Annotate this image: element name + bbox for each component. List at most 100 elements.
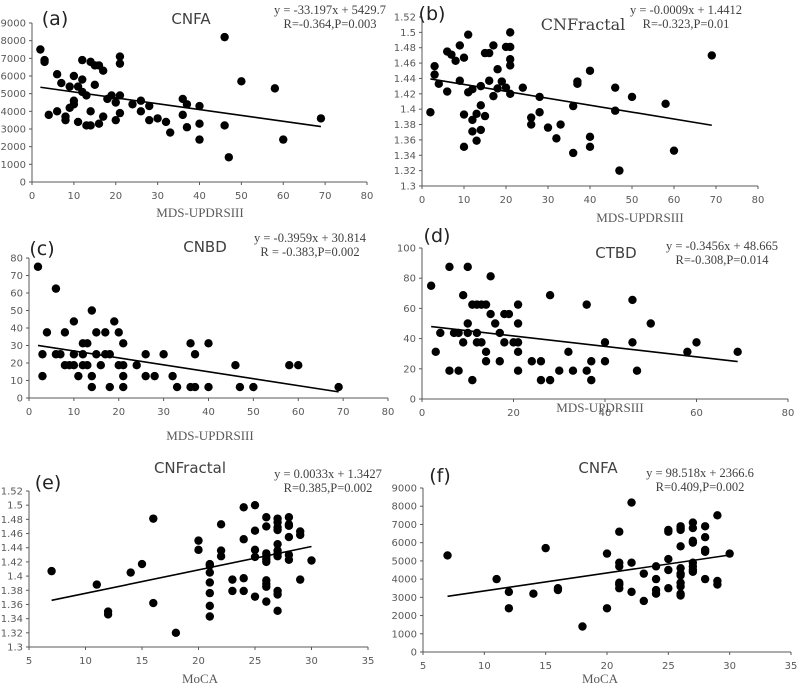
data-point	[270, 84, 280, 93]
data-point	[700, 522, 710, 531]
data-point	[615, 527, 624, 536]
data-point	[141, 350, 150, 359]
data-point	[159, 350, 168, 359]
data-point	[632, 366, 642, 375]
data-point	[587, 357, 596, 366]
data-point	[485, 76, 494, 85]
data-point	[44, 110, 53, 120]
data-point	[564, 347, 573, 357]
data-point	[132, 360, 141, 370]
data-point	[165, 128, 175, 137]
data-point	[611, 106, 620, 115]
data-point	[262, 513, 271, 522]
data-point	[224, 153, 234, 162]
data-point	[504, 604, 514, 613]
data-point	[664, 527, 673, 536]
data-point	[486, 272, 495, 281]
data-point	[493, 65, 502, 74]
data-point	[262, 522, 271, 531]
data-point	[136, 107, 146, 116]
x-tick-label: 30	[157, 407, 170, 418]
y-tick-label: 1000	[1, 160, 26, 171]
data-point	[468, 375, 477, 385]
data-point	[150, 371, 159, 381]
data-point	[733, 347, 742, 357]
y-tick-label: 1.3	[400, 182, 416, 193]
y-tick-label: 80	[10, 254, 23, 265]
data-point	[556, 120, 565, 129]
y-tick-label: 3000	[1, 125, 26, 136]
data-point	[190, 382, 200, 392]
data-point	[506, 42, 515, 52]
y-tick-label: 80	[403, 274, 416, 285]
data-point	[664, 584, 673, 593]
data-point	[98, 112, 108, 121]
data-point	[426, 108, 435, 117]
data-point	[249, 382, 258, 392]
data-point	[700, 574, 710, 584]
data-point	[506, 55, 515, 64]
data-point	[527, 113, 536, 122]
data-point	[463, 319, 472, 328]
data-point	[61, 115, 70, 125]
data-point	[83, 339, 92, 348]
data-point	[115, 108, 125, 118]
data-point	[94, 119, 104, 128]
data-point	[119, 360, 128, 370]
x-tick-label: 25	[662, 661, 675, 672]
data-point	[463, 262, 472, 272]
data-point	[114, 328, 123, 337]
x-tick-label: 25	[249, 656, 262, 667]
data-point	[110, 317, 119, 326]
data-point	[195, 101, 204, 111]
data-point	[454, 366, 463, 375]
regression-equation: y = -33.197x + 5429.7	[274, 3, 386, 17]
data-point	[573, 79, 582, 89]
data-point	[195, 135, 204, 144]
x-tick-label: 60	[292, 407, 305, 418]
data-point	[231, 360, 240, 370]
y-tick-label: 1.32	[394, 166, 416, 177]
y-tick-label: 40	[10, 324, 23, 335]
y-tick-label: 2000	[392, 611, 417, 622]
y-tick-label: 7000	[1, 54, 26, 65]
trend-line	[51, 545, 312, 602]
data-point	[477, 338, 486, 347]
data-point	[178, 110, 187, 120]
data-point	[434, 79, 443, 89]
y-tick-label: 8000	[1, 36, 26, 47]
data-point	[472, 136, 481, 145]
data-point	[69, 317, 79, 326]
data-point	[536, 375, 546, 385]
data-point	[646, 319, 655, 328]
data-point	[307, 556, 316, 565]
data-point	[651, 574, 661, 584]
trend-line	[430, 78, 712, 127]
data-point	[101, 328, 110, 337]
data-point	[543, 123, 553, 132]
x-tick-label: 15	[539, 661, 552, 672]
data-point	[459, 53, 469, 62]
data-point	[262, 597, 271, 606]
y-tick-label: 6000	[1, 72, 26, 83]
data-point	[436, 328, 445, 338]
data-point	[661, 99, 670, 109]
data-point	[92, 580, 102, 589]
data-point	[115, 52, 125, 61]
data-point	[489, 91, 498, 101]
data-point	[119, 339, 128, 348]
x-tick-label: 5	[420, 661, 426, 672]
y-tick-label: 1.4	[400, 105, 416, 116]
data-point	[98, 66, 108, 75]
x-tick-label: 20	[601, 661, 614, 672]
x-tick-label: 40	[193, 191, 206, 202]
data-point	[273, 539, 282, 549]
data-point	[454, 328, 463, 338]
y-tick-label: 1.3	[7, 643, 23, 654]
y-tick-label: 5000	[392, 556, 417, 567]
chart-title: CNBD	[183, 238, 227, 256]
data-point	[86, 121, 95, 130]
x-tick-label: 60	[277, 191, 290, 202]
y-tick-label: 50	[10, 306, 23, 317]
